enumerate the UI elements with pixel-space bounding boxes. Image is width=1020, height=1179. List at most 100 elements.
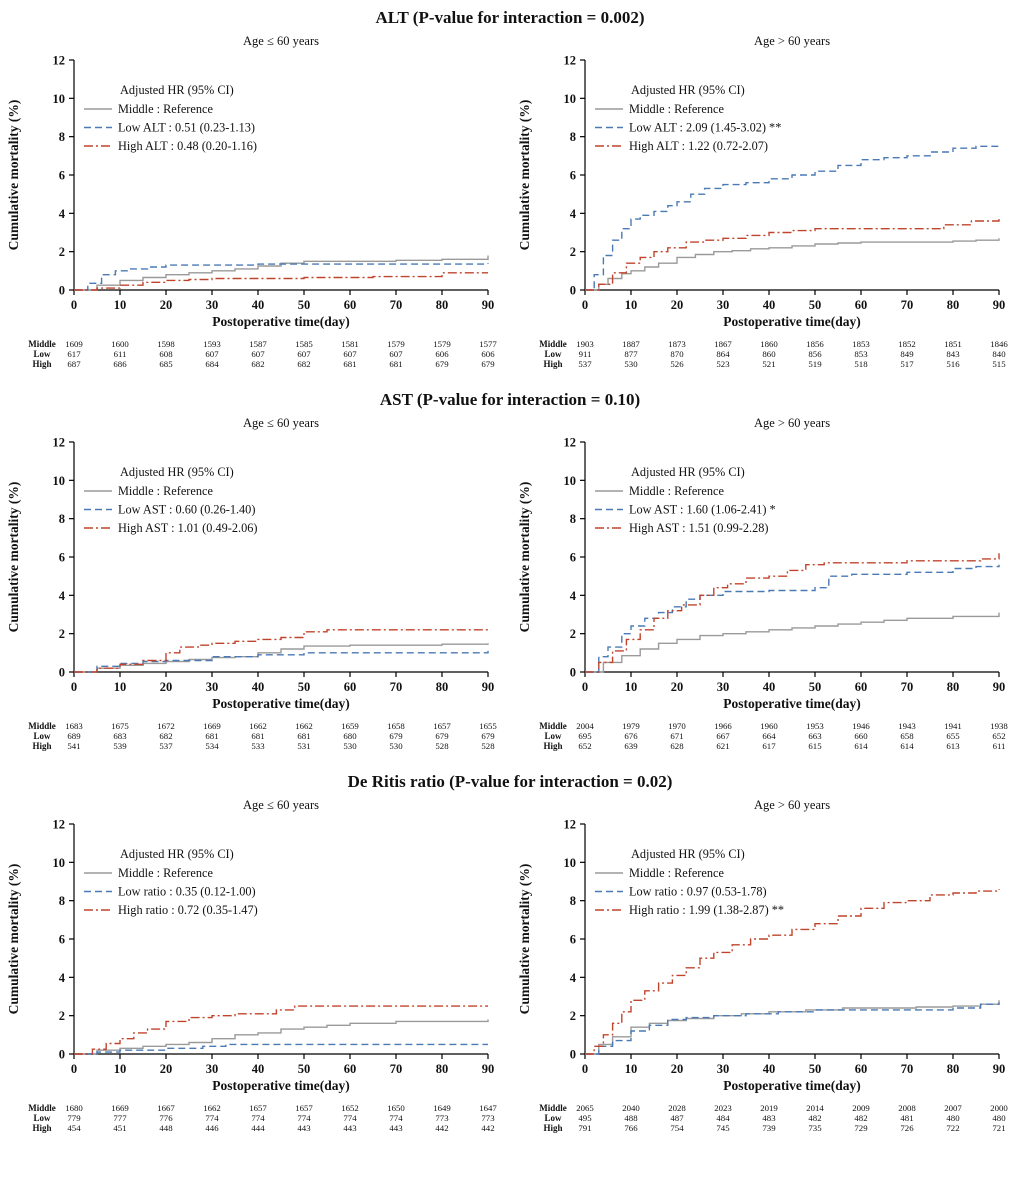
- risk-count: 443: [297, 1123, 311, 1133]
- x-tick-label: 20: [160, 298, 173, 312]
- legend-header: Adjusted HR (95% CI): [631, 465, 745, 479]
- y-tick-label: 12: [53, 818, 66, 832]
- figure-row-alt: ALT (P-value for interaction = 0.002) Ag…: [0, 8, 1020, 376]
- risk-count: 1680: [65, 1103, 83, 1113]
- curve-middle: [74, 1019, 489, 1055]
- risk-count: 1650: [387, 1103, 405, 1113]
- risk-count: 443: [389, 1123, 403, 1133]
- risk-count: 745: [716, 1123, 730, 1133]
- risk-count: 2000: [990, 1103, 1008, 1113]
- risk-row-label: High: [543, 359, 562, 369]
- x-tick-label: 0: [71, 1062, 77, 1076]
- legend-label-middle: Middle : Reference: [629, 484, 724, 498]
- legend-label-high: High ratio : 1.99 (1.38-2.87) **: [629, 903, 784, 917]
- y-tick-label: 2: [59, 627, 65, 641]
- x-tick-label: 10: [114, 680, 127, 694]
- x-tick-label: 50: [809, 680, 822, 694]
- risk-row-label: Low: [544, 1113, 562, 1123]
- risk-count: 1662: [249, 721, 267, 731]
- risk-count: 1579: [433, 339, 451, 349]
- risk-row-label: High: [32, 359, 51, 369]
- legend-label-high: High ALT : 0.48 (0.20-1.16): [118, 139, 257, 153]
- x-tick-label: 30: [717, 298, 730, 312]
- legend-label-low: Low AST : 0.60 (0.26-1.40): [118, 503, 255, 517]
- risk-count: 607: [389, 349, 403, 359]
- y-axis-title: Cumulative mortality (%): [517, 864, 532, 1015]
- x-tick-label: 10: [625, 680, 638, 694]
- risk-count: 530: [343, 741, 357, 751]
- risk-count: 613: [946, 741, 960, 751]
- risk-count: 1600: [111, 339, 129, 349]
- x-tick-label: 80: [436, 298, 449, 312]
- y-tick-label: 12: [564, 54, 577, 68]
- y-tick-label: 4: [570, 207, 577, 221]
- risk-count: 2004: [576, 721, 594, 731]
- y-tick-label: 2: [59, 245, 65, 259]
- risk-count: 911: [579, 349, 592, 359]
- risk-count: 533: [251, 741, 265, 751]
- risk-count: 682: [159, 731, 172, 741]
- risk-count: 689: [67, 731, 81, 741]
- risk-count: 480: [992, 1113, 1006, 1123]
- risk-count: 446: [205, 1123, 219, 1133]
- row-title-alt: ALT (P-value for interaction = 0.002): [375, 8, 645, 27]
- y-axis-title: Cumulative mortality (%): [6, 100, 21, 251]
- risk-row-label: Middle: [28, 1103, 56, 1113]
- risk-count: 1946: [852, 721, 870, 731]
- x-tick-label: 30: [206, 298, 219, 312]
- y-tick-label: 4: [59, 971, 66, 985]
- risk-count: 1887: [622, 339, 640, 349]
- x-tick-label: 90: [482, 680, 495, 694]
- risk-row-label: High: [32, 1123, 51, 1133]
- x-tick-label: 0: [582, 298, 588, 312]
- x-tick-label: 70: [901, 1062, 914, 1076]
- figure-row-deritis: De Ritis ratio (P-value for interaction …: [0, 772, 1020, 1140]
- legend-header: Adjusted HR (95% CI): [120, 83, 234, 97]
- y-tick-label: 0: [570, 284, 576, 298]
- x-tick-label: 90: [482, 1062, 495, 1076]
- risk-count: 695: [578, 731, 592, 741]
- risk-count: 671: [670, 731, 683, 741]
- risk-count: 442: [435, 1123, 448, 1133]
- curve-middle: [585, 238, 1000, 291]
- risk-count: 684: [205, 359, 219, 369]
- y-tick-label: 2: [570, 627, 576, 641]
- y-tick-label: 0: [570, 1048, 576, 1062]
- risk-count: 539: [113, 741, 127, 751]
- risk-count: 682: [297, 359, 310, 369]
- panel-subtitle: Age > 60 years: [754, 34, 830, 48]
- x-tick-label: 70: [390, 298, 403, 312]
- y-tick-label: 4: [59, 589, 66, 603]
- x-tick-label: 40: [252, 680, 265, 694]
- risk-count: 1675: [111, 721, 129, 731]
- y-tick-label: 4: [570, 971, 577, 985]
- x-tick-label: 10: [625, 298, 638, 312]
- risk-count: 482: [808, 1113, 821, 1123]
- risk-count: 617: [67, 349, 81, 359]
- risk-count: 443: [343, 1123, 357, 1133]
- curve-high: [74, 272, 488, 291]
- x-tick-label: 60: [344, 1062, 357, 1076]
- risk-count: 1941: [944, 721, 962, 731]
- risk-count: 1577: [479, 339, 497, 349]
- x-axis-title: Postoperative time(day): [723, 1078, 861, 1093]
- x-tick-label: 50: [809, 1062, 822, 1076]
- x-tick-label: 40: [763, 1062, 776, 1076]
- y-tick-label: 6: [59, 551, 65, 565]
- x-tick-label: 20: [160, 1062, 173, 1076]
- risk-count: 526: [670, 359, 684, 369]
- risk-count: 774: [389, 1113, 403, 1123]
- risk-row-label: Middle: [28, 339, 56, 349]
- risk-count: 454: [67, 1123, 81, 1133]
- risk-count: 1966: [714, 721, 732, 731]
- figure-row-ast: AST (P-value for interaction = 0.10) Age…: [0, 390, 1020, 758]
- risk-count: 739: [762, 1123, 776, 1133]
- risk-count: 639: [624, 741, 638, 751]
- y-tick-label: 2: [570, 1009, 576, 1023]
- x-tick-label: 70: [901, 298, 914, 312]
- x-tick-label: 0: [582, 1062, 588, 1076]
- curve-high: [74, 1005, 488, 1055]
- curve-low: [74, 1043, 488, 1055]
- risk-count: 843: [946, 349, 960, 359]
- risk-count: 779: [67, 1113, 81, 1123]
